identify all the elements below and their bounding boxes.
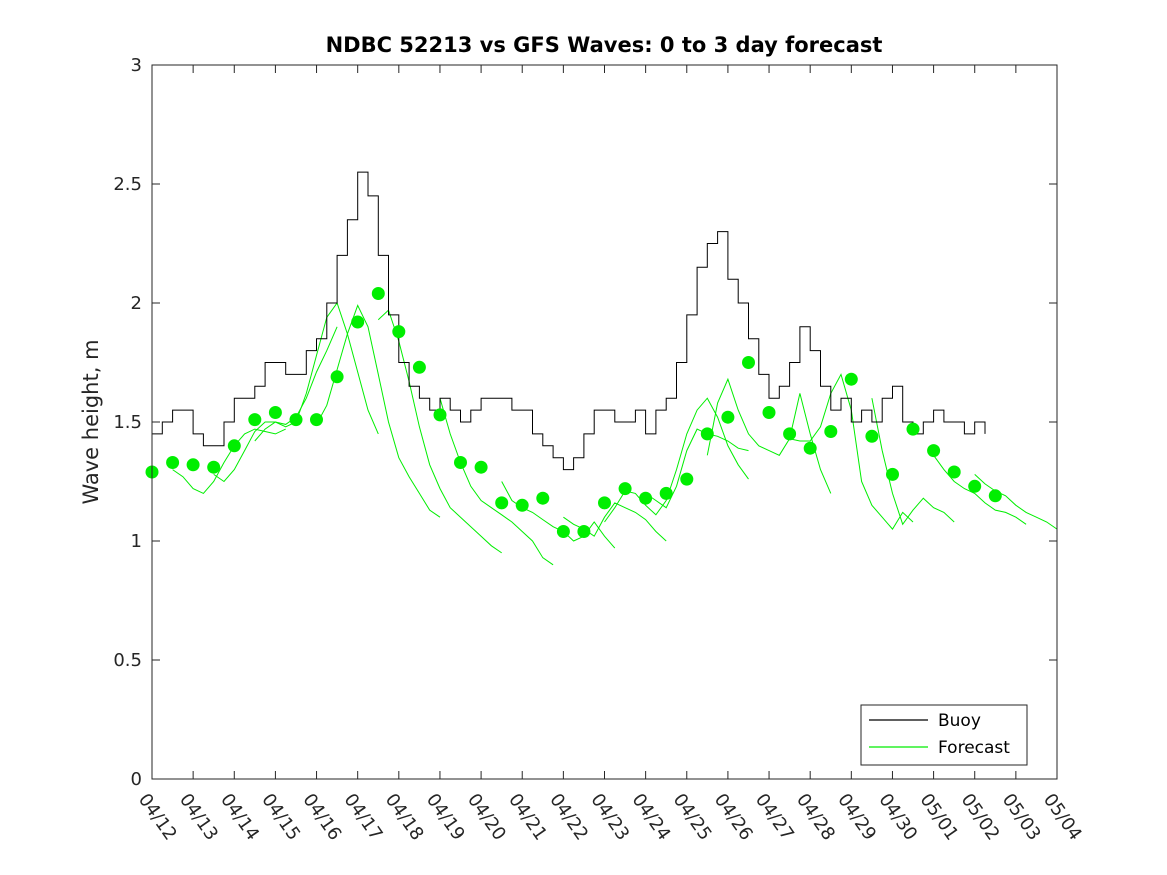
forecast-point — [906, 422, 920, 436]
forecast-run-line — [706, 377, 832, 494]
forecast-point — [227, 439, 241, 453]
forecast-point — [577, 525, 591, 538]
y-axis-label: Wave height, m — [79, 339, 103, 504]
forecast-run-line — [645, 428, 749, 509]
forecast-point — [783, 427, 797, 441]
forecast-run-line — [974, 474, 1058, 530]
forecast-run-line — [254, 301, 379, 442]
forecast-point — [680, 472, 694, 486]
forecast-run-line — [871, 398, 955, 526]
y-tick-label: 0 — [131, 769, 142, 790]
y-tick-label: 2 — [131, 293, 142, 314]
y-tick-label: 1.5 — [113, 412, 142, 433]
forecast-point — [659, 486, 673, 500]
forecast-point — [947, 465, 961, 479]
legend-forecast-label: Forecast — [938, 738, 1010, 758]
plot-frame — [151, 64, 1058, 780]
forecast-point — [886, 467, 899, 481]
forecast-point — [433, 408, 447, 422]
y-tick-label: 1 — [131, 531, 142, 552]
buoy-series — [152, 171, 986, 471]
forecast-point — [351, 315, 365, 329]
forecast-point — [186, 458, 200, 472]
forecast-point — [166, 456, 180, 469]
forecast-point — [598, 496, 611, 510]
forecast-point — [824, 425, 838, 438]
forecast-point — [330, 370, 344, 384]
forecast-point — [515, 498, 529, 512]
y-tick-label: 3 — [131, 55, 142, 76]
forecast-point — [474, 460, 488, 474]
forecast-point — [721, 410, 735, 424]
y-tick-label: 2.5 — [113, 174, 142, 195]
forecast-point — [536, 491, 550, 505]
forecast-point — [762, 406, 776, 419]
forecast-point — [639, 491, 653, 505]
legend: Buoy Forecast — [860, 704, 1028, 766]
forecast-run-line — [172, 428, 286, 495]
forecast-point — [207, 460, 221, 474]
forecast-point — [412, 360, 426, 374]
forecast-point — [392, 325, 406, 339]
y-tick-label: 0.5 — [113, 650, 142, 671]
forecast-point — [556, 525, 570, 538]
forecast-point — [968, 479, 982, 493]
forecast-point — [742, 356, 755, 369]
buoy-line — [152, 171, 986, 471]
forecast-point — [700, 427, 714, 441]
forecast-point — [289, 413, 303, 427]
forecast-point — [618, 482, 632, 496]
forecast-point — [371, 287, 385, 300]
legend-box — [860, 704, 1028, 766]
forecast-point — [865, 429, 879, 443]
forecast-point — [454, 456, 467, 469]
forecast-point — [495, 496, 509, 510]
forecast-point — [988, 489, 1002, 503]
forecast-markers — [145, 287, 1002, 538]
forecast-point — [803, 441, 817, 455]
plot-area — [152, 65, 1057, 779]
legend-buoy-label: Buoy — [938, 711, 981, 731]
forecast-run-line — [316, 304, 441, 518]
forecast-point — [248, 413, 262, 427]
forecast-point — [844, 372, 858, 386]
chart-title: NDBC 52213 vs GFS Waves: 0 to 3 day fore… — [326, 33, 883, 57]
forecast-point — [310, 413, 323, 427]
forecast-point — [927, 444, 941, 458]
forecast-point — [268, 406, 282, 419]
